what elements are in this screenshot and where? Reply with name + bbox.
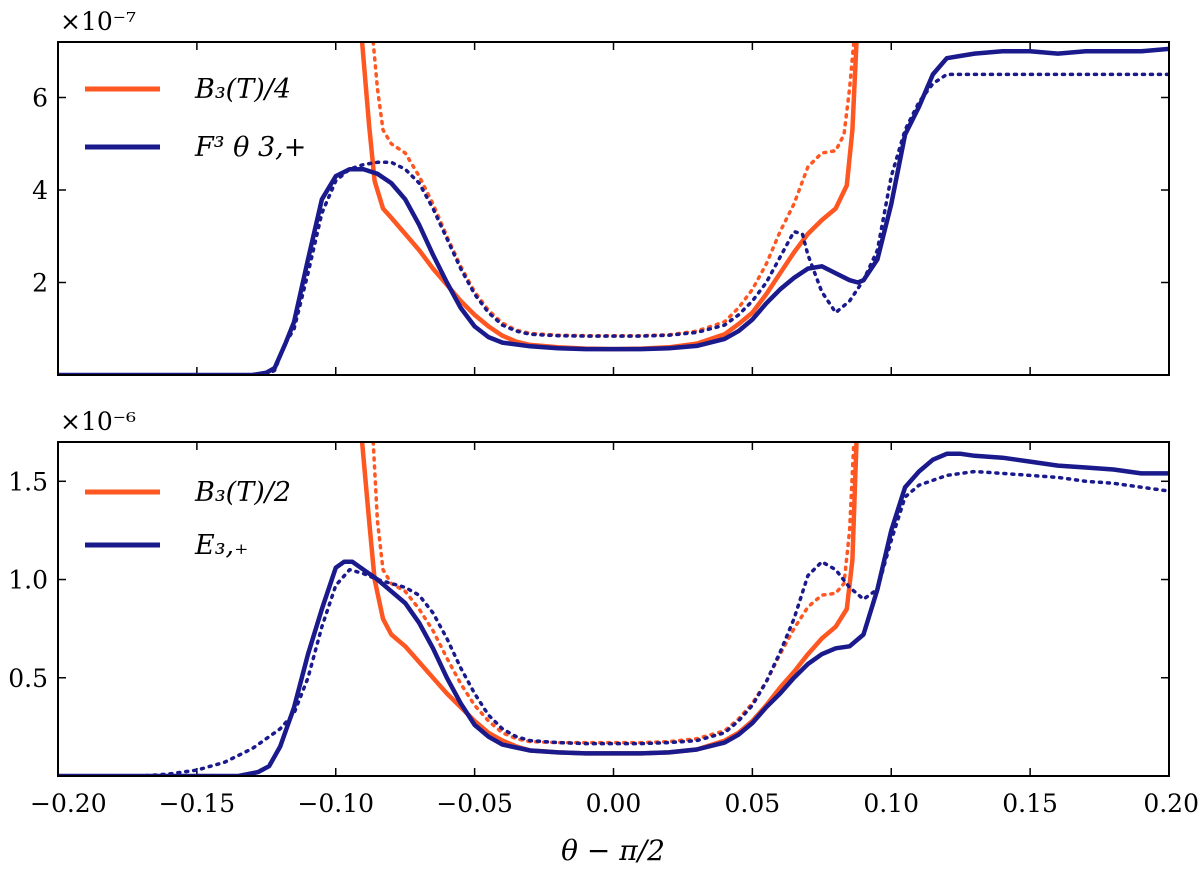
top-series-1-dotted-orange — [371, 42, 856, 338]
top-plot-frame — [57, 41, 1170, 376]
x-tick-labels: −0.20 −0.15 −0.10 −0.05 0.00 0.05 0.10 0.15 0.20 — [30, 789, 1199, 818]
xtick-label-7: 0.15 — [1002, 789, 1058, 818]
xtick-label-2: −0.10 — [297, 789, 374, 818]
top-y-axis: 2 4 6 — [32, 84, 1169, 298]
bottom-y-axis: 0.5 1.0 1.5 — [8, 467, 1169, 693]
panel-bottom: ×10⁻⁶ 0.5 1.0 1.5 B₃(T)/2 E₃,₊ — [8, 407, 1170, 777]
x-axis-label: θ − π/2 — [561, 834, 665, 867]
bot-ytick-label-1: 1.0 — [8, 566, 48, 595]
top-legend-label-orange: B₃(T)/4 — [194, 74, 291, 105]
xtick-label-6: 0.10 — [863, 789, 919, 818]
bottom-legend-label-orange: B₃(T)/2 — [194, 477, 291, 508]
bot-ytick-label-0: 0.5 — [8, 664, 48, 693]
bottom-plot-frame — [57, 441, 1170, 777]
top-ytick-label-2: 6 — [32, 84, 48, 113]
bottom-multiplier: ×10⁻⁶ — [60, 407, 136, 436]
xtick-label-4: 0.00 — [586, 789, 642, 818]
bot-ytick-label-2: 1.5 — [8, 467, 48, 496]
xtick-label-3: −0.05 — [436, 789, 513, 818]
bot-series-1-dotted-orange — [371, 442, 856, 745]
top-series-3-dotted-navy — [58, 72, 1169, 375]
xtick-label-1: −0.15 — [159, 789, 236, 818]
xtick-label-5: 0.05 — [725, 789, 781, 818]
bottom-legend: B₃(T)/2 E₃,₊ — [85, 477, 291, 561]
top-legend-label-navy: F³ θ 3,+ — [194, 132, 306, 163]
bot-series-3-dotted-navy — [58, 469, 1169, 776]
bottom-legend-label-navy: E₃,₊ — [194, 530, 248, 561]
xtick-label-0: −0.20 — [30, 789, 107, 818]
top-ytick-label-0: 2 — [32, 269, 48, 298]
top-series — [58, 42, 1169, 375]
top-multiplier: ×10⁻⁷ — [60, 7, 136, 36]
top-series-0-solid-orange — [359, 42, 859, 352]
bottom-series — [58, 442, 1169, 776]
bot-series-2-solid-navy — [58, 451, 1169, 776]
panel-top: ×10⁻⁷ 2 4 6 B₃(T)/4 F³ θ 3,+ — [32, 7, 1170, 376]
top-series-2-solid-navy — [58, 46, 1169, 375]
top-ytick-label-1: 4 — [32, 176, 48, 205]
bot-series-0-solid-orange — [359, 442, 859, 756]
xtick-label-8: 0.20 — [1143, 789, 1199, 818]
top-legend: B₃(T)/4 F³ θ 3,+ — [85, 74, 306, 163]
